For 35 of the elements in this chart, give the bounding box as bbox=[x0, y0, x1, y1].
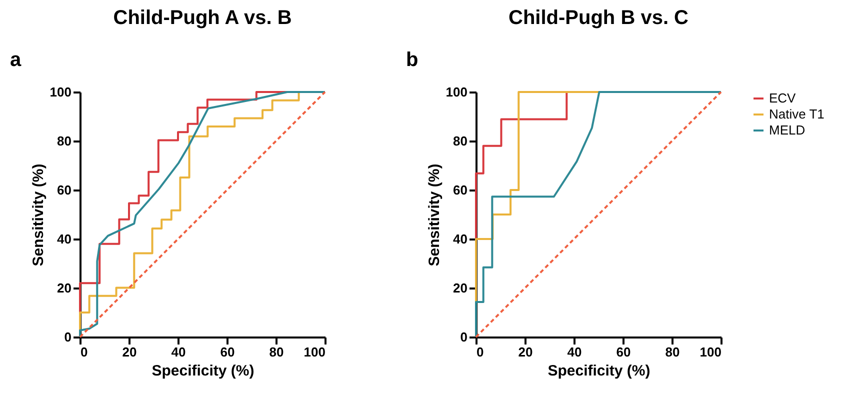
chart-title: Child-Pugh A vs. B bbox=[113, 7, 292, 29]
x-tick-label: 100 bbox=[304, 344, 326, 360]
x-tick-label: 20 bbox=[122, 344, 137, 360]
chart-title: Child-Pugh B vs. C bbox=[508, 7, 688, 29]
y-tick-label: 0 bbox=[64, 330, 72, 344]
y-tick-label: 40 bbox=[453, 232, 468, 246]
x-axis-title: Specificity (%) bbox=[152, 362, 254, 380]
y-tick-label: 80 bbox=[453, 134, 468, 148]
y-axis-title: Sensitivity (%) bbox=[426, 164, 443, 266]
y-tick-label: 40 bbox=[57, 232, 72, 246]
y-tick-label: 20 bbox=[453, 280, 468, 296]
x-tick-label: 60 bbox=[616, 344, 631, 360]
y-tick-label: 60 bbox=[453, 182, 468, 198]
legend-label: ECV bbox=[769, 90, 796, 106]
x-tick-label: 40 bbox=[171, 344, 186, 360]
y-tick-label: 0 bbox=[460, 330, 468, 344]
x-tick-label: 20 bbox=[518, 344, 533, 360]
text: a bbox=[10, 49, 22, 71]
x-axis-title: Specificity (%) bbox=[548, 362, 650, 380]
y-tick-label: 100 bbox=[50, 84, 72, 100]
x-tick-label: 80 bbox=[665, 344, 680, 360]
legend-label: Native T1 bbox=[769, 106, 824, 122]
y-tick-label: 80 bbox=[57, 134, 72, 148]
y-tick-label: 100 bbox=[446, 84, 468, 100]
x-tick-label: 40 bbox=[567, 344, 582, 360]
x-tick-label: 0 bbox=[476, 344, 484, 360]
x-tick-label: 0 bbox=[80, 344, 88, 360]
y-tick-label: 20 bbox=[57, 280, 72, 296]
legend-label: MELD bbox=[769, 122, 806, 138]
text: b bbox=[406, 49, 418, 71]
y-tick-label: 60 bbox=[57, 182, 72, 198]
x-tick-label: 100 bbox=[700, 344, 722, 360]
x-tick-label: 80 bbox=[269, 344, 284, 360]
y-axis-title: Sensitivity (%) bbox=[30, 164, 47, 266]
x-tick-label: 60 bbox=[220, 344, 235, 360]
